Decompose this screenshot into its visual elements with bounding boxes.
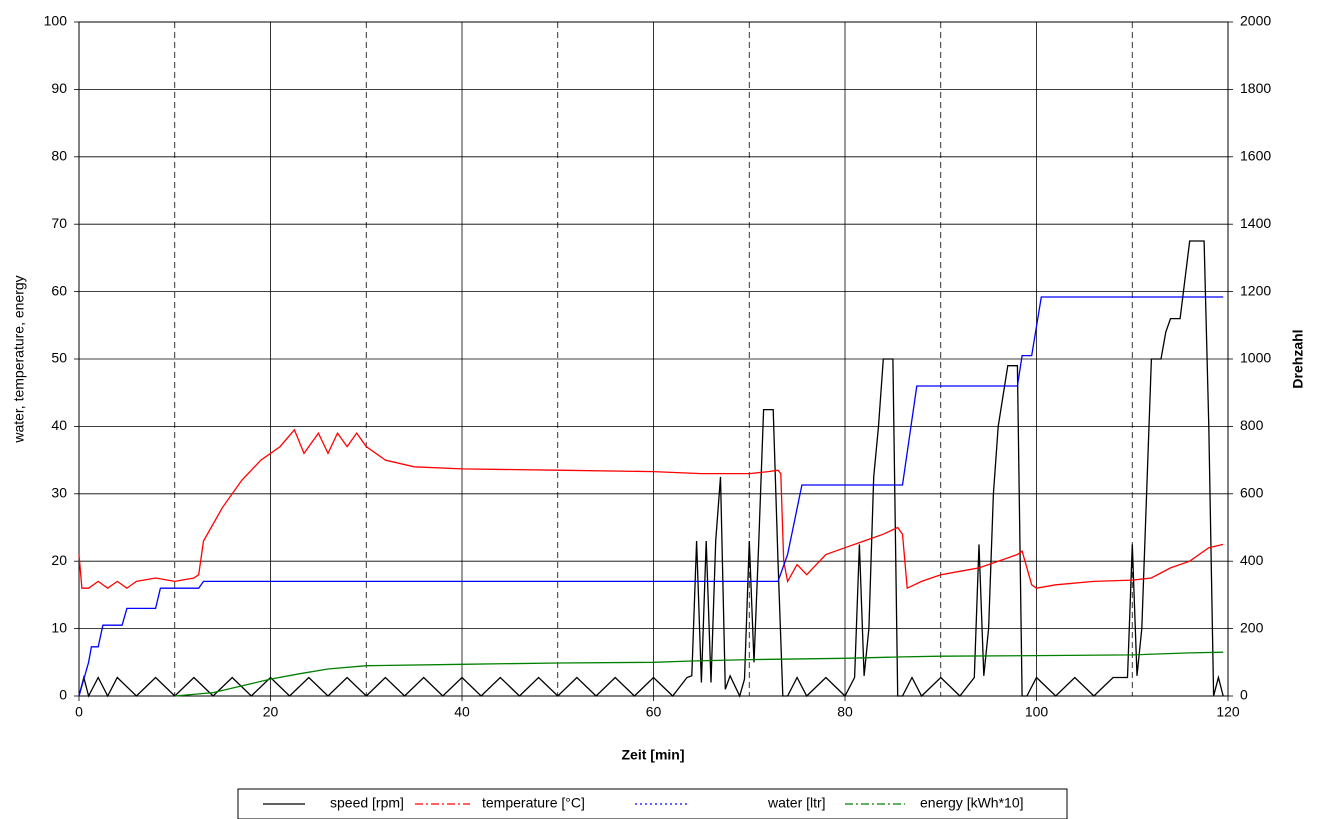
x-tick-label: 60: [646, 704, 662, 720]
y2-tick-label: 1000: [1240, 350, 1271, 366]
legend-label: water [ltr]: [767, 795, 826, 811]
y-tick-label: 40: [51, 417, 67, 433]
x-tick-label: 20: [263, 704, 279, 720]
y2-tick-label: 400: [1240, 552, 1264, 568]
y-tick-label: 10: [51, 619, 67, 635]
y-tick-label: 20: [51, 552, 67, 568]
y2-tick-label: 1600: [1240, 148, 1271, 164]
y-tick-label: 70: [51, 215, 67, 231]
plot-frame: [78, 21, 1229, 697]
y2-tick-label: 800: [1240, 417, 1264, 433]
x-tick-label: 40: [454, 704, 470, 720]
legend-box: [237, 788, 1068, 819]
series-line: [174, 651, 1224, 697]
y2-tick-label: 1200: [1240, 282, 1271, 298]
y2-tick-label: 0: [1240, 687, 1248, 703]
y2-axis-label: Drehzahl: [1290, 329, 1306, 388]
y-tick-label: 60: [51, 282, 67, 298]
y-tick-label: 30: [51, 485, 67, 501]
y-tick-label: 90: [51, 80, 67, 96]
y2-tick-label: 2000: [1240, 13, 1271, 29]
legend-label: speed [rpm]: [330, 795, 404, 811]
series-line: [78, 428, 1224, 590]
legend-label: energy [kWh*10]: [920, 795, 1024, 811]
y-tick-label: 0: [59, 687, 67, 703]
x-tick-label: 0: [75, 704, 83, 720]
legend-label: temperature [°C]: [482, 795, 585, 811]
y2-tick-label: 600: [1240, 485, 1264, 501]
y2-tick-label: 1400: [1240, 215, 1271, 231]
y-axis-label: water, temperature, energy: [11, 275, 27, 443]
series-line: [78, 240, 1224, 698]
series-line: [78, 296, 1224, 697]
y-tick-label: 80: [51, 148, 67, 164]
x-axis-label: Zeit [min]: [622, 747, 685, 763]
x-tick-label: 120: [1216, 704, 1240, 720]
y-tick-label: 50: [51, 350, 67, 366]
y-tick-label: 100: [44, 13, 68, 29]
y2-tick-label: 200: [1240, 619, 1264, 635]
x-tick-label: 80: [837, 704, 853, 720]
y2-tick-label: 1800: [1240, 80, 1271, 96]
x-tick-label: 100: [1025, 704, 1049, 720]
